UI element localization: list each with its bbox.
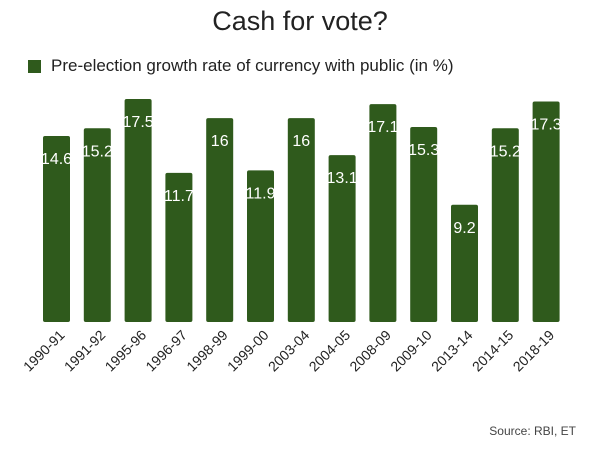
data-label-1996-97: 11.7 (164, 188, 194, 205)
bar-2004-05 (328, 155, 356, 322)
x-tick-label-2013-14: 2013-14 (428, 327, 476, 375)
bar-1999-00 (247, 170, 274, 322)
data-label-2008-09: 17.1 (367, 119, 398, 136)
bar-2013-14 (451, 204, 478, 322)
bar-1991-92 (83, 128, 111, 322)
x-tick-label-2004-05: 2004-05 (306, 327, 354, 375)
x-tick-label-1995-96: 1995-96 (102, 327, 150, 375)
data-label-2004-05: 13.1 (327, 170, 358, 187)
source-note: Source: RBI, ET (489, 424, 576, 438)
x-tick-label-1998-99: 1998-99 (183, 327, 231, 375)
data-label-1990-91: 14.6 (41, 151, 72, 168)
data-label-1999-00: 11.9 (246, 185, 276, 202)
x-tick-label-2003-04: 2003-04 (265, 327, 313, 375)
x-tick-label-2018-19: 2018-19 (510, 327, 558, 375)
bar-1996-97 (165, 172, 193, 322)
bar-2003-04 (287, 118, 315, 322)
legend: Pre-election growth rate of currency wit… (28, 56, 454, 76)
bar-1990-91 (43, 136, 70, 322)
bar-1998-99 (206, 118, 234, 322)
x-tick-label-1991-92: 1991-92 (61, 327, 109, 375)
x-tick-label-1996-97: 1996-97 (142, 327, 190, 375)
x-tick-label-2009-10: 2009-10 (387, 327, 435, 375)
data-label-1998-99: 16 (211, 133, 229, 150)
data-label-2013-14: 9.2 (453, 220, 475, 237)
bar-2009-10 (410, 127, 438, 322)
data-label-2018-19: 17.3 (531, 117, 562, 134)
bar-2014-15 (491, 128, 519, 322)
data-label-2014-15: 15.2 (490, 143, 521, 160)
bar-1995-96 (124, 99, 152, 322)
legend-label: Pre-election growth rate of currency wit… (51, 56, 454, 75)
data-label-1991-92: 15.2 (82, 143, 113, 160)
data-label-2009-10: 15.3 (408, 142, 439, 159)
bar-2008-09 (369, 104, 397, 322)
data-label-2003-04: 16 (292, 133, 310, 150)
x-tick-label-2014-15: 2014-15 (469, 327, 517, 375)
data-label-1995-96: 17.5 (123, 114, 154, 131)
x-tick-label-1999-00: 1999-00 (224, 327, 272, 375)
bar-2018-19 (532, 101, 560, 322)
chart-title: Cash for vote? (212, 6, 388, 36)
x-tick-label-1990-91: 1990-91 (20, 327, 68, 375)
legend-swatch (28, 59, 41, 73)
x-tick-label-2008-09: 2008-09 (346, 327, 394, 375)
